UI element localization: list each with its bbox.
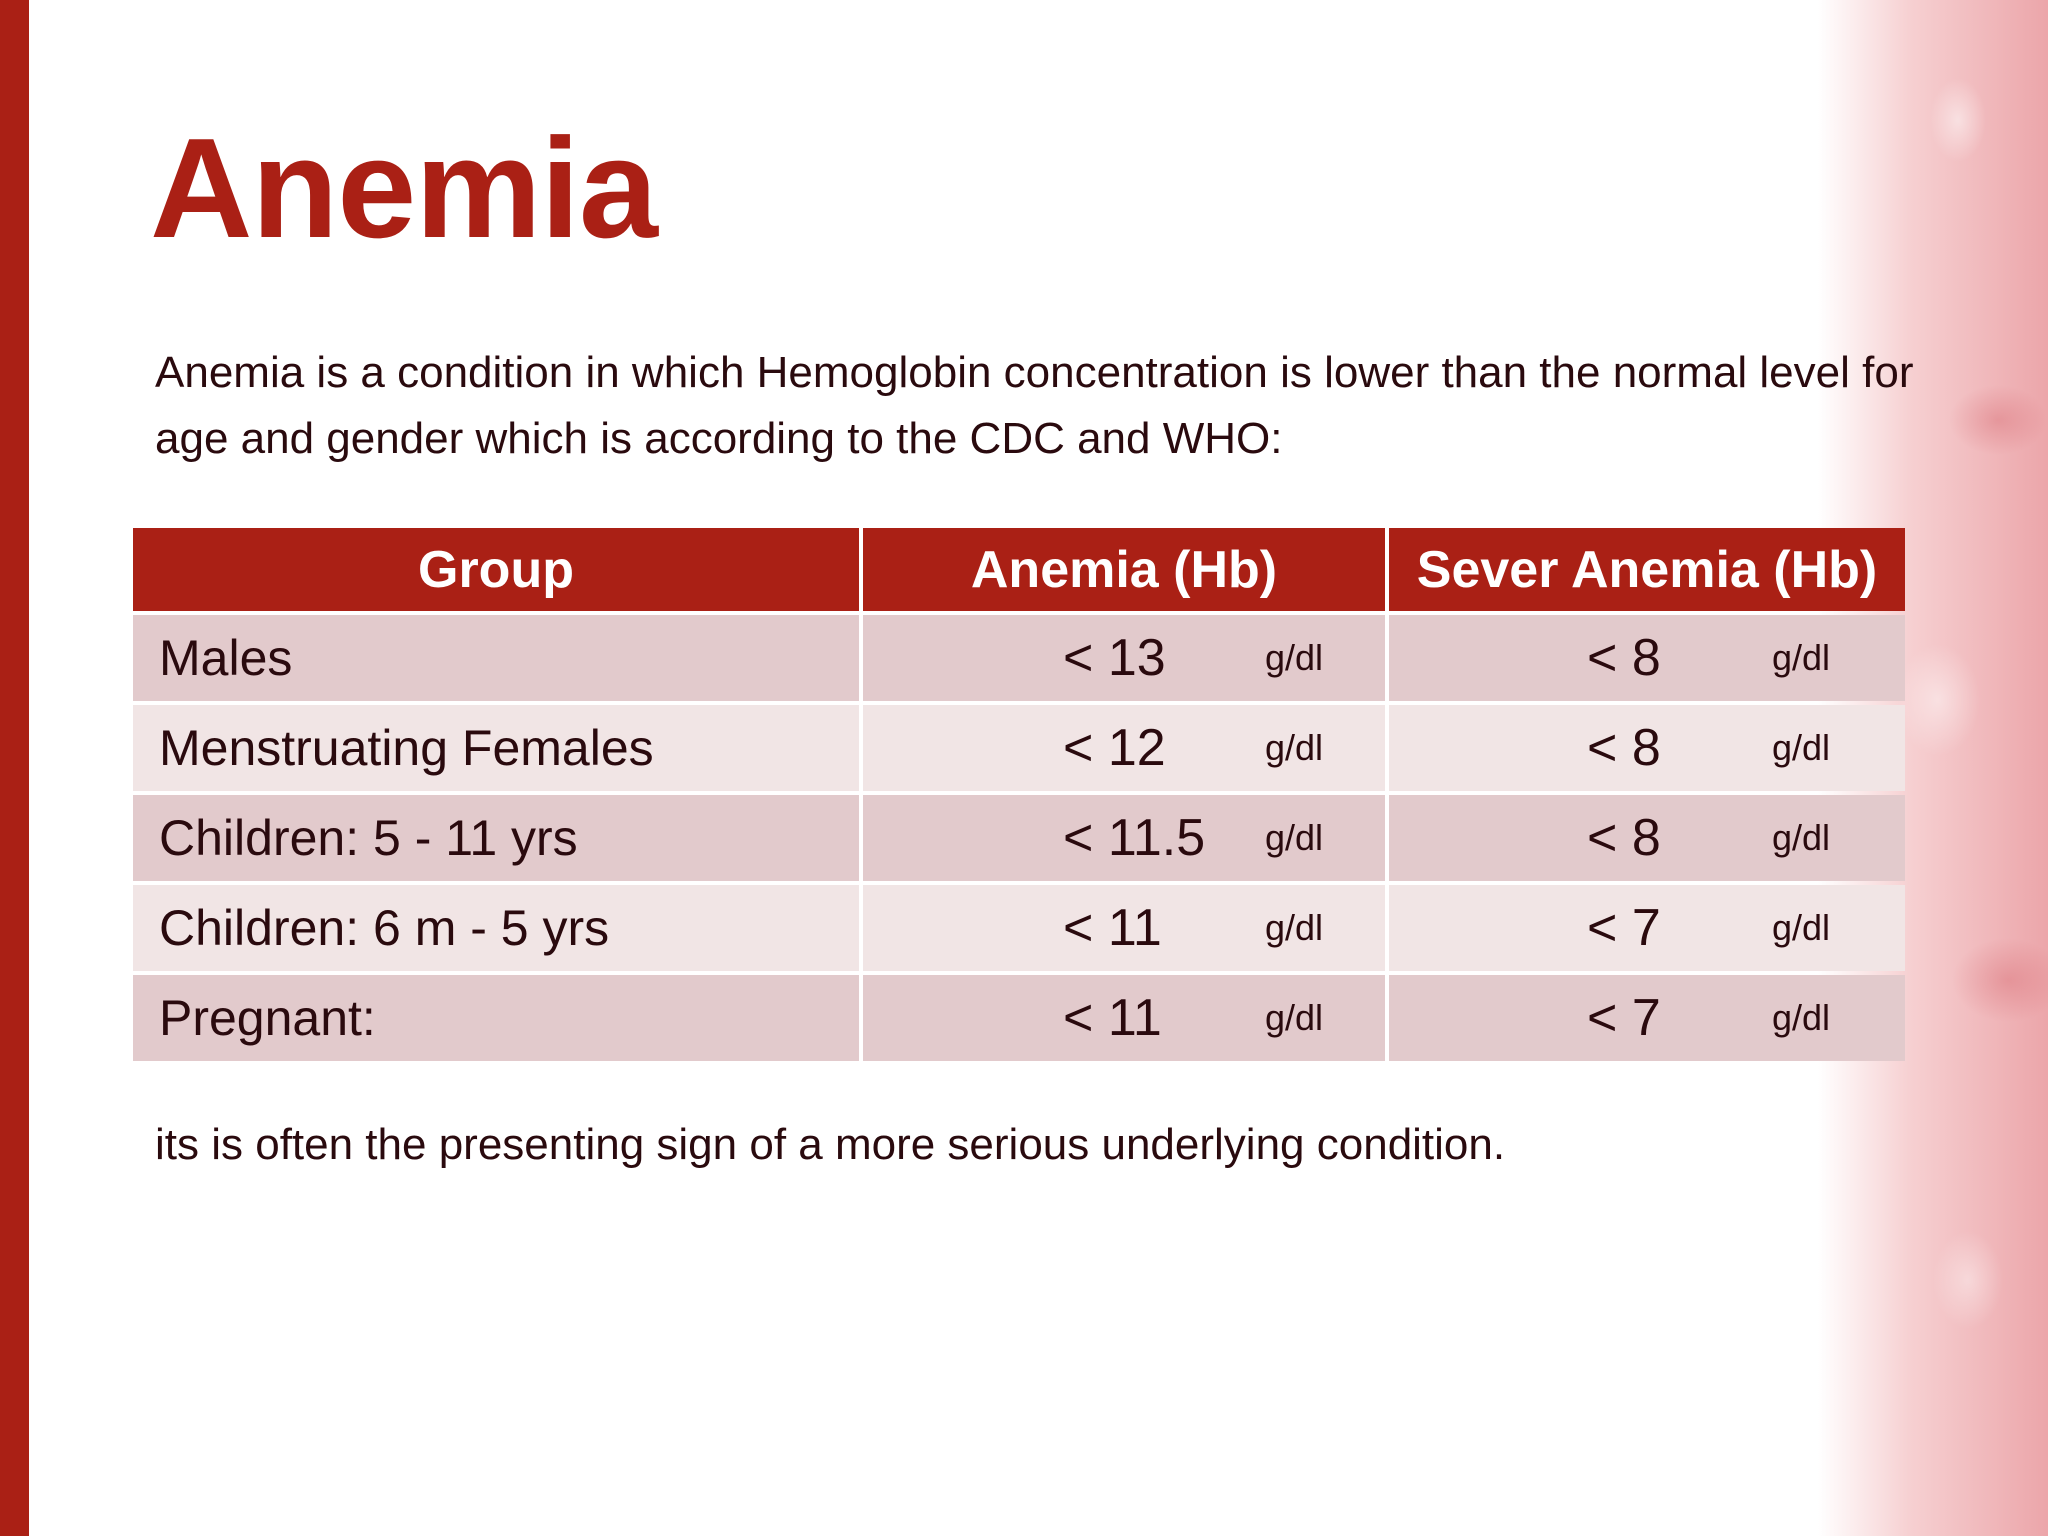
anemia-cell: < 11.5 g/dl: [863, 795, 1385, 881]
group-cell: Children: 5 - 11 yrs: [133, 795, 859, 881]
group-cell: Children: 6 m - 5 yrs: [133, 885, 859, 971]
table-row: Pregnant: < 11 g/dl < 7 g/dl: [133, 975, 1905, 1061]
slide-title: Anemia: [150, 109, 658, 268]
anemia-cell: < 13 g/dl: [863, 615, 1385, 701]
severe-unit: g/dl: [1772, 727, 1831, 768]
severe-cell: < 8 g/dl: [1389, 615, 1905, 701]
group-cell: Menstruating Females: [133, 705, 859, 791]
intro-paragraph: Anemia is a condition in which Hemoglobi…: [155, 348, 1914, 463]
severe-value: < 7: [1587, 989, 1661, 1047]
anemia-cell: < 12 g/dl: [863, 705, 1385, 791]
anemia-unit: g/dl: [1265, 727, 1324, 768]
severe-value: < 8: [1587, 629, 1661, 687]
severe-value: < 8: [1587, 719, 1661, 777]
severe-unit: g/dl: [1772, 997, 1831, 1038]
severe-cell: < 7 g/dl: [1389, 885, 1905, 971]
table-row: Children: 5 - 11 yrs < 11.5 g/dl < 8 g/dl: [133, 795, 1905, 881]
severe-unit: g/dl: [1772, 907, 1831, 948]
header-anemia: Anemia (Hb): [863, 528, 1385, 611]
severe-value: < 8: [1587, 809, 1661, 867]
table-row: Males < 13 g/dl < 8 g/dl: [133, 615, 1905, 701]
header-severe-anemia: Sever Anemia (Hb): [1389, 528, 1905, 611]
severe-cell: < 7 g/dl: [1389, 975, 1905, 1061]
table-row: Children: 6 m - 5 yrs < 11 g/dl < 7 g/dl: [133, 885, 1905, 971]
severe-cell: < 8 g/dl: [1389, 795, 1905, 881]
anemia-value: < 11.5: [1063, 809, 1206, 867]
group-cell: Pregnant:: [133, 975, 859, 1061]
anemia-unit: g/dl: [1265, 907, 1324, 948]
anemia-value: < 11: [1063, 899, 1162, 957]
footer-text: its is often the presenting sign of a mo…: [155, 1120, 1506, 1169]
table-header-row: Group Anemia (Hb) Sever Anemia (Hb): [133, 528, 1905, 611]
table-row: Menstruating Females < 12 g/dl < 8 g/dl: [133, 705, 1905, 791]
group-cell: Males: [133, 615, 859, 701]
severe-value: < 7: [1587, 899, 1661, 957]
severe-unit: g/dl: [1772, 817, 1831, 858]
anemia-cell: < 11 g/dl: [863, 885, 1385, 971]
anemia-value: < 12: [1063, 719, 1166, 777]
severe-unit: g/dl: [1772, 637, 1831, 678]
left-accent-bar: [0, 0, 29, 1536]
severe-cell: < 8 g/dl: [1389, 705, 1905, 791]
anemia-value: < 13: [1063, 629, 1166, 687]
anemia-value: < 11: [1063, 989, 1162, 1047]
anemia-thresholds-table: Group Anemia (Hb) Sever Anemia (Hb) Male…: [129, 524, 1909, 1065]
anemia-unit: g/dl: [1265, 637, 1324, 678]
anemia-unit: g/dl: [1265, 817, 1324, 858]
header-group: Group: [133, 528, 859, 611]
anemia-unit: g/dl: [1265, 997, 1324, 1038]
anemia-cell: < 11 g/dl: [863, 975, 1385, 1061]
